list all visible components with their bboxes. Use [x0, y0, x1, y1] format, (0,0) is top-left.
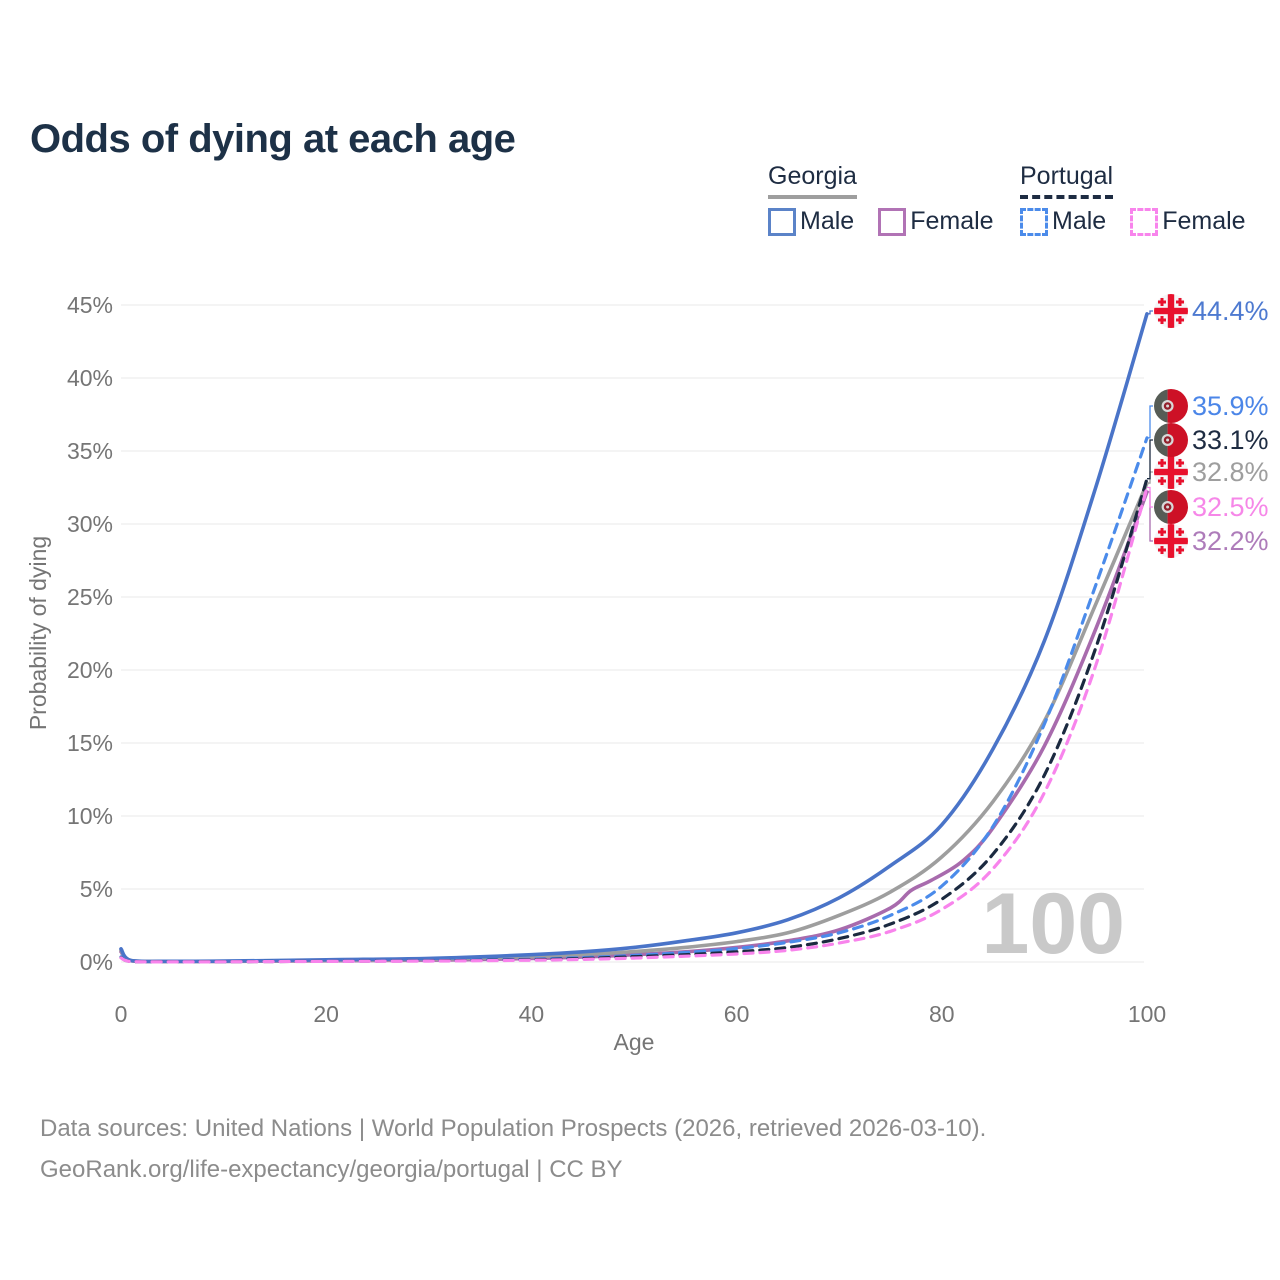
y-tick-label: 5%	[80, 876, 113, 902]
x-tick-label: 80	[929, 1001, 955, 1027]
end-value-label-georgia-female: 32.2%	[1192, 526, 1269, 556]
footer-line-1: Data sources: United Nations | World Pop…	[40, 1115, 987, 1142]
x-axis-title: Age	[614, 1029, 655, 1055]
legend-item-georgia-male: Male	[768, 207, 854, 236]
legend-group-portugal: Portugal Male Female	[1020, 162, 1270, 236]
label-leader-portugal-both-sexes	[1147, 439, 1153, 480]
georgia-male-swatch-icon	[768, 207, 796, 236]
legend-header-portugal: Portugal	[1020, 162, 1114, 199]
y-tick-label: 45%	[67, 292, 113, 318]
age-watermark: 100	[982, 876, 1126, 972]
portugal-flag-icon	[1154, 490, 1188, 524]
series-line-portugal-both-sexes	[119, 477, 1149, 964]
end-value-label-georgia-both-sexes: 32.8%	[1192, 457, 1269, 487]
y-tick-label: 25%	[67, 584, 113, 610]
georgia-flag-icon	[1154, 524, 1188, 558]
data-source-footer: Data sources: United Nations | World Pop…	[40, 1108, 986, 1190]
x-tick-label: 0	[115, 1001, 128, 1027]
page-title: Odds of dying at each age	[30, 116, 516, 161]
x-tick-label: 100	[1128, 1001, 1166, 1027]
legend-item-portugal-male: Male	[1020, 207, 1106, 236]
end-value-label-portugal-female: 32.5%	[1192, 492, 1269, 522]
label-leader-portugal-male	[1147, 405, 1153, 439]
x-tick-label: 60	[724, 1001, 750, 1027]
end-value-label-georgia-male: 44.4%	[1192, 296, 1269, 326]
portugal-male-swatch-icon	[1020, 207, 1048, 236]
series-line-georgia-male	[119, 312, 1149, 964]
legend: Georgia Male Female Portugal Male Female	[0, 162, 1280, 242]
georgia-flag-icon	[1154, 294, 1188, 328]
y-tick-label: 0%	[80, 949, 113, 975]
label-leader-portugal-female	[1147, 486, 1153, 508]
y-axis-title: Probability of dying	[25, 536, 51, 730]
y-tick-label: 15%	[67, 730, 113, 756]
y-tick-label: 30%	[67, 511, 113, 537]
legend-group-georgia: Georgia Male Female	[768, 162, 1018, 236]
portugal-flag-icon	[1154, 423, 1188, 457]
label-leader-georgia-female	[1147, 491, 1153, 542]
legend-item-portugal-female: Female	[1130, 207, 1246, 236]
x-tick-label: 20	[313, 1001, 339, 1027]
end-value-label-portugal-male: 35.9%	[1192, 391, 1269, 421]
portugal-flag-icon	[1154, 389, 1188, 423]
x-tick-label: 40	[519, 1001, 545, 1027]
georgia-flag-icon	[1154, 455, 1188, 489]
legend-item-georgia-female: Female	[878, 207, 994, 236]
end-value-label-portugal-both-sexes: 33.1%	[1192, 425, 1269, 455]
legend-header-georgia: Georgia	[768, 162, 857, 199]
label-leader-georgia-male	[1147, 310, 1153, 315]
y-tick-label: 35%	[67, 438, 113, 464]
y-tick-label: 40%	[67, 365, 113, 391]
footer-line-2: GeoRank.org/life-expectancy/georgia/port…	[40, 1156, 623, 1183]
y-tick-label: 20%	[67, 657, 113, 683]
portugal-female-swatch-icon	[1130, 207, 1159, 236]
georgia-female-swatch-icon	[878, 207, 907, 236]
y-tick-label: 10%	[67, 803, 113, 829]
